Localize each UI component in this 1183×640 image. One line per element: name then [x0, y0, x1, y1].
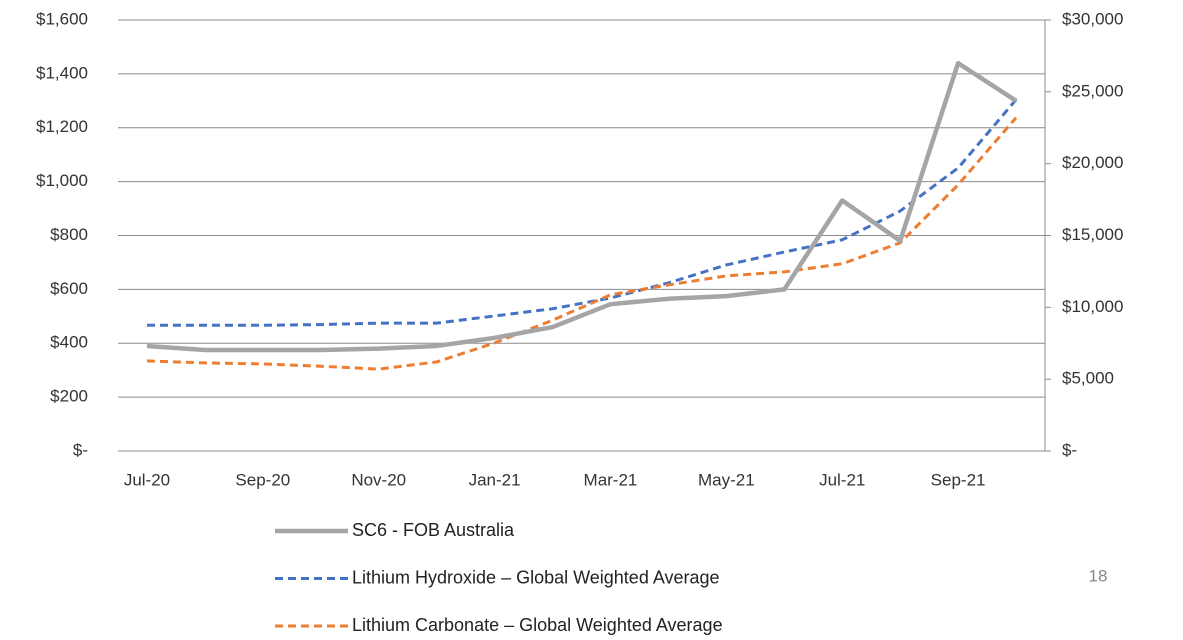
x-tick-label: May-21 [698, 470, 755, 489]
y-tick-label: $800 [50, 225, 88, 244]
y-tick-label: $- [73, 440, 88, 459]
x-tick-label: Mar-21 [584, 470, 638, 489]
y-tick-label: $200 [50, 387, 88, 406]
x-tick-label: Jul-21 [819, 470, 865, 489]
y-tick-label: $1,200 [36, 117, 88, 136]
series-line [146, 116, 1018, 371]
legend-label: Lithium Carbonate – Global Weighted Aver… [352, 615, 723, 635]
y2-tick-label: $20,000 [1062, 153, 1123, 172]
y2-tick-label: $- [1062, 440, 1077, 459]
y-tick-label: $600 [50, 279, 88, 298]
legend-label: SC6 - FOB Australia [352, 520, 515, 540]
y-tick-label: $1,000 [36, 171, 88, 190]
y2-tick-label: $30,000 [1062, 9, 1123, 28]
y-tick-label: $400 [50, 333, 88, 352]
y2-tick-label: $25,000 [1062, 81, 1123, 100]
y2-tick-label: $5,000 [1062, 369, 1114, 388]
x-tick-label: Sep-20 [235, 470, 290, 489]
page-number: 18 [1089, 566, 1108, 585]
y2-tick-label: $10,000 [1062, 297, 1123, 316]
y-tick-label: $1,400 [36, 63, 88, 82]
x-tick-label: Sep-21 [931, 470, 986, 489]
y-tick-label: $1,600 [36, 9, 88, 28]
x-tick-label: Jan-21 [469, 470, 521, 489]
series-line [146, 98, 1018, 327]
x-tick-label: Nov-20 [351, 470, 406, 489]
series-line [146, 60, 1018, 353]
y2-tick-label: $15,000 [1062, 225, 1123, 244]
x-tick-label: Jul-20 [124, 470, 170, 489]
legend-label: Lithium Hydroxide – Global Weighted Aver… [352, 567, 720, 587]
